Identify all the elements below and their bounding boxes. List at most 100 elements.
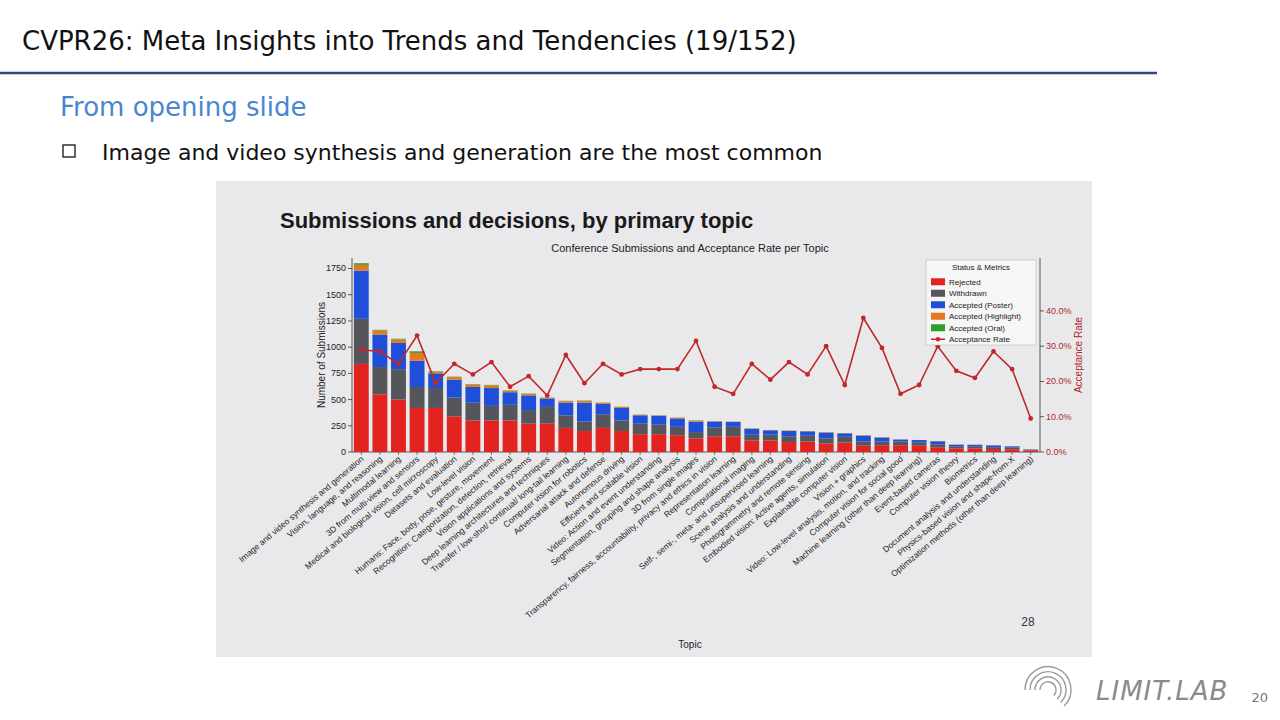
- y2-tick: [1040, 381, 1044, 382]
- bar-segment: [651, 416, 666, 425]
- bar-segment: [1023, 450, 1038, 452]
- bar-segment: [521, 410, 536, 424]
- x-tick: [472, 452, 473, 455]
- bar-segment: [484, 385, 499, 388]
- bar-segment: [986, 445, 1001, 446]
- rate-marker: [433, 381, 438, 386]
- x-axis-title: Topic: [678, 639, 701, 650]
- bar-segment: [707, 421, 722, 422]
- bar-segment: [372, 330, 387, 334]
- bar-segment: [967, 445, 982, 446]
- x-tick: [696, 452, 697, 455]
- bar-segment: [465, 384, 480, 387]
- bar-segment: [503, 405, 518, 421]
- bar-segment: [651, 415, 666, 417]
- x-tick: [974, 452, 975, 455]
- legend-swatch: [931, 313, 945, 320]
- bar-segment: [410, 361, 425, 387]
- bar-segment: [819, 432, 834, 433]
- x-tick: [826, 452, 827, 455]
- y-tick: [348, 320, 352, 321]
- y-axis-line: [352, 258, 353, 452]
- bar-segment: [856, 435, 871, 437]
- x-tick: [640, 452, 641, 455]
- bar-segment: [930, 441, 945, 442]
- slide-bg: [0, 0, 1280, 720]
- bar-segment: [596, 428, 611, 452]
- bar-segment: [577, 403, 592, 422]
- bar-segment: [465, 384, 480, 385]
- rate-marker: [842, 383, 847, 388]
- bar-segment: [726, 427, 741, 436]
- x-tick: [751, 452, 752, 455]
- bar-segment: [503, 390, 518, 391]
- bar-segment: [670, 418, 685, 426]
- bar-segment: [1005, 449, 1020, 452]
- x-tick: [788, 452, 789, 455]
- bar-segment: [354, 263, 369, 265]
- y-tick-label: 500: [331, 395, 346, 405]
- bar-segment: [540, 407, 555, 424]
- bar-segment: [633, 414, 648, 415]
- legend-label: Accepted (Highlight): [949, 312, 1021, 321]
- y-tick-label: 1750: [326, 263, 346, 273]
- bar-segment: [558, 401, 573, 403]
- y-tick-label: 250: [331, 421, 346, 431]
- bar-segment: [837, 433, 852, 434]
- x-tick-label: Video: Low-level analysis, motion, and t…: [745, 454, 887, 575]
- x-tick: [361, 452, 362, 455]
- x-tick: [398, 452, 399, 455]
- x-tick: [956, 452, 957, 455]
- rate-marker: [880, 346, 885, 351]
- y-tick: [348, 347, 352, 348]
- bar-segment: [614, 407, 629, 408]
- bar-segment: [558, 403, 573, 416]
- rate-marker: [712, 384, 717, 389]
- bar-segment: [689, 420, 704, 421]
- bar-segment: [577, 431, 592, 452]
- rate-marker: [601, 361, 606, 366]
- rate-marker: [526, 374, 531, 379]
- bar-segment: [503, 391, 518, 393]
- rate-marker: [359, 347, 364, 352]
- rate-marker: [861, 316, 866, 321]
- bar-segment: [819, 432, 834, 433]
- logo-swirl: [1035, 677, 1061, 699]
- bar-segment: [670, 417, 685, 419]
- bar-segment: [484, 384, 499, 386]
- bar-segment: [1023, 449, 1038, 450]
- y2-axis-line: [1040, 258, 1041, 452]
- logo-swirl: [1025, 667, 1071, 706]
- bar-segment: [819, 444, 834, 452]
- bar-segment: [484, 421, 499, 452]
- bar-segment: [689, 432, 704, 438]
- bar-segment: [1023, 449, 1038, 450]
- bar-segment: [930, 444, 945, 447]
- bar-segment: [540, 424, 555, 452]
- x-tick: [900, 452, 901, 455]
- x-tick: [770, 452, 771, 455]
- bar-segment: [707, 421, 722, 422]
- bar-segment: [875, 438, 890, 442]
- x-tick: [528, 452, 529, 455]
- rate-marker: [470, 372, 475, 377]
- bar-segment: [614, 406, 629, 407]
- rate-marker: [991, 349, 996, 354]
- legend-label: Acceptance Rate: [949, 335, 1010, 344]
- bar-segment: [837, 437, 852, 443]
- rate-marker: [489, 360, 494, 365]
- x-tick: [993, 452, 994, 455]
- chart-title: Submissions and decisions, by primary to…: [280, 208, 753, 233]
- bar-segment: [577, 400, 592, 401]
- bar-segment: [558, 428, 573, 452]
- bar-segment: [651, 425, 666, 434]
- bar-segment: [391, 339, 406, 343]
- x-tick: [547, 452, 548, 455]
- y-tick: [348, 425, 352, 426]
- bar-segment: [763, 440, 778, 452]
- x-tick: [807, 452, 808, 455]
- bar-segment: [763, 429, 778, 430]
- rate-marker: [619, 372, 624, 377]
- x-tick: [733, 452, 734, 455]
- x-tick: [435, 452, 436, 455]
